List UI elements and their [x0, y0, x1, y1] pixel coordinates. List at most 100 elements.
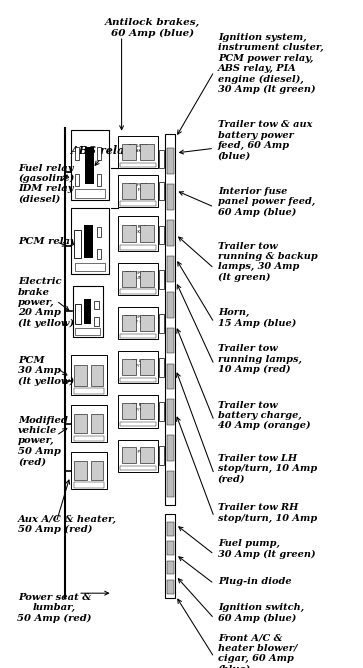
Bar [75, 328, 100, 335]
Text: Ignition switch,
60 Amp (blue): Ignition switch, 60 Amp (blue) [218, 603, 304, 623]
Bar [122, 183, 136, 199]
Text: Trailer tow
running lamps,
10 Amp (red): Trailer tow running lamps, 10 Amp (red) [218, 345, 302, 374]
Bar [91, 461, 103, 480]
Bar [97, 226, 101, 237]
Bar [167, 292, 174, 317]
Bar [120, 162, 156, 167]
Bar [75, 189, 105, 198]
Bar [85, 147, 94, 184]
Text: Power seat &
lumbar,
50 Amp (red): Power seat & lumbar, 50 Amp (red) [17, 593, 92, 623]
Text: PCM relay: PCM relay [18, 237, 76, 246]
Bar [167, 256, 174, 282]
Bar [94, 317, 98, 325]
Bar [118, 216, 158, 251]
Text: TRAILER TOW
RUN: TRAILER TOW RUN [124, 271, 152, 280]
Bar [118, 351, 158, 383]
Text: T/T LH
STOP/TRN: T/T LH STOP/TRN [128, 359, 148, 368]
Text: Trailer tow LH
stop/turn, 10 Amp
(red): Trailer tow LH stop/turn, 10 Amp (red) [218, 454, 317, 484]
Bar [74, 414, 87, 434]
Bar [167, 220, 174, 246]
Bar [97, 147, 101, 160]
Text: FUEL PUMP: FUEL PUMP [126, 450, 150, 454]
Bar [75, 304, 81, 325]
Bar [74, 230, 81, 258]
Bar [167, 541, 174, 555]
Text: ANTILOCK
BRAKE: ANTILOCK BRAKE [128, 144, 148, 153]
Bar [167, 436, 174, 462]
Bar [120, 201, 156, 206]
Bar [140, 224, 154, 242]
Text: Trailer tow
running & backup
lamps, 30 Amp
(lt green): Trailer tow running & backup lamps, 30 A… [218, 242, 318, 282]
Text: Interior fuse
panel power feed,
60 Amp (blue): Interior fuse panel power feed, 60 Amp (… [218, 187, 315, 216]
Bar [118, 307, 158, 339]
Text: Electric
brake
power,
20 Amp
(lt yellow): Electric brake power, 20 Amp (lt yellow) [18, 277, 74, 328]
Text: Antilock brakes,
60 Amp (blue): Antilock brakes, 60 Amp (blue) [105, 18, 200, 38]
Bar [140, 315, 154, 331]
Bar [167, 399, 174, 426]
Bar [122, 448, 136, 464]
Bar [71, 208, 109, 274]
Bar [159, 150, 164, 168]
Bar [122, 271, 136, 287]
Text: ABS relay: ABS relay [71, 145, 132, 156]
Text: TRAILER TOW
BATT CHG: TRAILER TOW BATT CHG [124, 315, 152, 324]
Bar [140, 403, 154, 420]
Bar [75, 174, 79, 186]
Bar [167, 580, 174, 594]
Bar [167, 363, 174, 389]
Text: Modified
vehicle
power,
50 Amp
(red): Modified vehicle power, 50 Amp (red) [18, 415, 68, 466]
Bar [159, 226, 164, 244]
Text: T/T RUN
BACKUP: T/T RUN BACKUP [130, 225, 146, 234]
Bar [71, 355, 107, 395]
Bar [74, 482, 104, 488]
Bar [75, 147, 79, 160]
Bar [167, 327, 174, 353]
Bar [140, 271, 154, 287]
Bar [71, 130, 109, 200]
Bar [120, 422, 156, 426]
Text: Plug-in diode: Plug-in diode [218, 576, 291, 586]
Bar [165, 134, 175, 505]
Text: PCM
30 Amp
(lt yellow): PCM 30 Amp (lt yellow) [18, 356, 74, 385]
Bar [118, 395, 158, 428]
Bar [120, 289, 156, 294]
Bar [118, 175, 158, 207]
Text: Aux A/C & heater,
50 Amp (red): Aux A/C & heater, 50 Amp (red) [18, 514, 117, 534]
Bar [74, 388, 104, 394]
Bar [167, 184, 174, 210]
Text: Fuel relay
(gasoline)
IDM relay
(diesel): Fuel relay (gasoline) IDM relay (diesel) [18, 164, 74, 204]
Bar [71, 405, 107, 442]
Bar [120, 333, 156, 338]
Text: Trailer tow & aux
battery power
feed, 60 Amp
(blue): Trailer tow & aux battery power feed, 60… [218, 120, 312, 160]
Bar [167, 472, 174, 497]
Bar [118, 263, 158, 295]
Bar [91, 365, 103, 386]
Bar [71, 452, 107, 489]
Bar [118, 440, 158, 472]
Bar [97, 174, 101, 186]
Bar [120, 245, 156, 250]
Bar [94, 301, 98, 309]
Bar [165, 514, 175, 598]
Bar [167, 148, 174, 174]
Bar [167, 522, 174, 536]
Bar [140, 183, 154, 199]
Bar [97, 249, 101, 259]
Bar [118, 136, 158, 168]
Text: Fuel pump,
30 Amp (lt green): Fuel pump, 30 Amp (lt green) [218, 539, 315, 559]
Bar [122, 403, 136, 420]
Text: T/T RH
STOP/TRN: T/T RH STOP/TRN [128, 403, 148, 412]
Bar [122, 359, 136, 375]
Bar [140, 144, 154, 160]
Bar [122, 144, 136, 160]
Text: Trailer tow RH
stop/turn, 10 Amp: Trailer tow RH stop/turn, 10 Amp [218, 503, 317, 523]
Bar [75, 263, 105, 271]
Bar [74, 436, 104, 441]
Bar [159, 314, 164, 333]
Bar [140, 359, 154, 375]
Bar [122, 315, 136, 331]
Bar [84, 299, 91, 325]
Bar [120, 377, 156, 382]
Bar [120, 466, 156, 470]
Bar [159, 446, 164, 465]
